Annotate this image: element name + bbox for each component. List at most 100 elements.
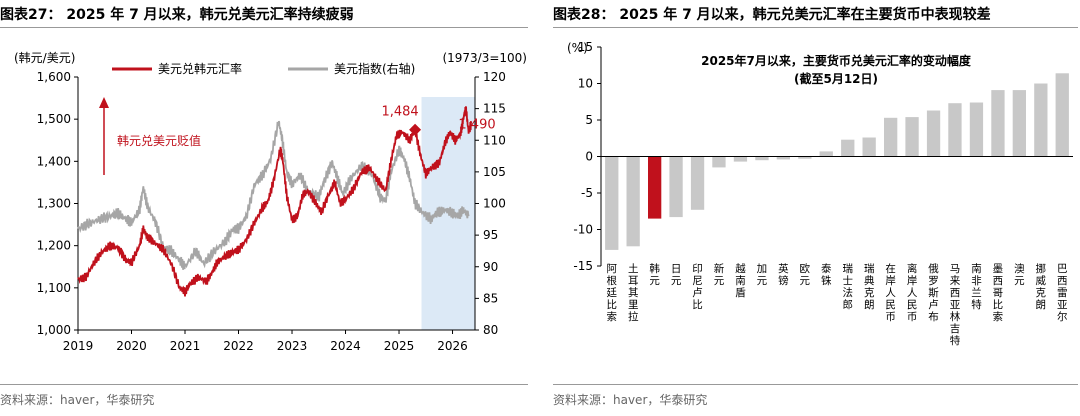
bar-y-tick-label: 5 (585, 113, 593, 127)
category-label-char: 元 (649, 275, 660, 287)
category-label-char: 朗 (1036, 299, 1047, 311)
category-label-char: 墨 (993, 263, 1004, 275)
right-y-tick-label: 80 (483, 323, 498, 337)
category-label-char: 斯 (928, 286, 939, 299)
category-label-char: 币 (885, 311, 896, 323)
left-y-tick-label: 1,500 (37, 112, 71, 126)
category-label-char: 挪 (1036, 262, 1047, 275)
bar-9 (798, 156, 812, 159)
right-axis-unit-label: (1973/3=100) (442, 51, 527, 65)
bar-5 (712, 156, 726, 168)
right-panel: 图表28： 2025 年 7 月以来，韩元兑美元汇率在主要货币中表现较差 (%)… (553, 0, 1080, 416)
category-label-char: 印 (692, 263, 703, 275)
bar-1 (626, 156, 640, 247)
category-label-char: 法 (842, 286, 853, 299)
category-label-char: 罗 (928, 275, 939, 287)
bar-chart-subtitle: (截至5月12日) (794, 71, 878, 86)
category-label-char: 镑 (778, 274, 789, 287)
category-label-char: 兰 (971, 286, 982, 299)
category-label-char: 俄 (928, 263, 939, 275)
category-label-char: 西 (1057, 275, 1068, 287)
category-label-char: 比 (993, 298, 1004, 311)
right-y-tick-label: 90 (483, 260, 498, 274)
right-y-tick-label: 105 (483, 165, 506, 179)
bar-y-tick-label: -15 (573, 259, 593, 273)
right-title-rule (553, 27, 1078, 28)
category-label-char: 日 (671, 263, 682, 275)
bar-y-tick-label: 10 (578, 77, 593, 91)
legend-label-dxy: 美元指数(右轴) (334, 61, 415, 76)
category-label-char: 哥 (993, 287, 1004, 299)
left-axis-unit-label: (韩元/美元) (14, 50, 75, 65)
right-y-tick-label: 95 (483, 228, 498, 242)
category-label-char: 铢 (821, 274, 832, 287)
category-label: 越南盾 (735, 262, 746, 299)
category-label-char: 瑞 (842, 263, 853, 275)
x-tick-label: 2024 (330, 339, 361, 353)
bar-6 (733, 156, 748, 162)
category-label-char: 根 (606, 274, 617, 287)
bar-y-tick-label: -5 (581, 186, 593, 200)
category-label: 墨西哥比索 (993, 263, 1004, 323)
category-label: 印尼卢比 (692, 263, 703, 311)
category-label-char: 岸 (907, 275, 918, 287)
category-label: 英镑 (778, 262, 789, 287)
category-label-char: 盾 (735, 287, 746, 299)
category-label-char: 岸 (885, 275, 896, 287)
bar-16 (948, 103, 962, 157)
category-label-char: 雷 (1057, 287, 1068, 299)
category-label: 俄罗斯卢布 (928, 263, 939, 323)
series-line-dxy (77, 120, 470, 270)
bar-7 (755, 156, 769, 161)
category-label-char: 泰 (821, 262, 832, 275)
category-label-char: 人 (907, 287, 918, 299)
category-label-char: 耳 (628, 275, 639, 287)
category-label: 在岸人民币 (885, 263, 896, 323)
category-label-char: 民 (907, 299, 918, 311)
category-label-char: 其 (628, 287, 639, 299)
category-label-char: 吉 (950, 323, 961, 335)
right-figure-title: 图表28： 2025 年 7 月以来，韩元兑美元汇率在主要货币中表现较差 (553, 7, 991, 23)
category-label-char: 元 (757, 275, 768, 287)
bar-y-tick-label: 15 (578, 40, 593, 54)
category-label-char: 南 (971, 262, 982, 275)
bar-17 (969, 102, 984, 157)
depreciation-arrow-head (99, 97, 109, 108)
category-label-char: 元 (800, 275, 811, 287)
category-label: 挪威克朗 (1036, 262, 1047, 311)
left-y-tick-label: 1,300 (37, 197, 71, 211)
left-y-tick-label: 1,000 (37, 323, 71, 337)
right-bottom-rule (553, 384, 1078, 385)
category-label-char: 瑞 (864, 263, 875, 275)
category-label-char: 威 (1036, 274, 1047, 287)
category-label-char: 阿 (606, 263, 617, 275)
bar-13 (884, 117, 898, 157)
bar-15 (926, 110, 941, 157)
category-label: 瑞典克朗 (864, 263, 875, 311)
category-label-char: 亚 (950, 299, 961, 311)
category-label-char: 廷 (606, 287, 617, 299)
bar-8 (776, 156, 790, 160)
bar-y-unit-label: (%) (567, 41, 588, 55)
category-label-char: 尼 (692, 275, 703, 287)
x-tick-label: 2020 (116, 339, 147, 353)
right-source-note: 资料来源：haver，华泰研究 (553, 393, 708, 407)
category-label-char: 索 (606, 310, 617, 323)
category-label-char: 元 (671, 275, 682, 287)
category-label: 巴西雷亚尔 (1057, 263, 1068, 323)
category-label-char: 比 (692, 298, 703, 311)
x-tick-label: 2019 (63, 339, 94, 353)
bar-3 (669, 156, 683, 218)
category-label-char: 离 (907, 262, 918, 275)
category-label-char: 林 (950, 310, 961, 323)
bar-18 (991, 90, 1005, 157)
category-label-char: 郎 (842, 298, 853, 311)
annotation-label-1484: 1,484 (381, 105, 418, 120)
category-label: 阿根廷比索 (606, 263, 617, 323)
bar-4 (690, 156, 705, 210)
category-label-char: 卢 (692, 286, 703, 299)
category-label-char: 索 (993, 310, 1004, 323)
category-label-char: 加 (757, 263, 768, 275)
bar-19 (1012, 90, 1026, 157)
depreciation-arrow-label: 韩元兑美元贬值 (117, 133, 201, 148)
